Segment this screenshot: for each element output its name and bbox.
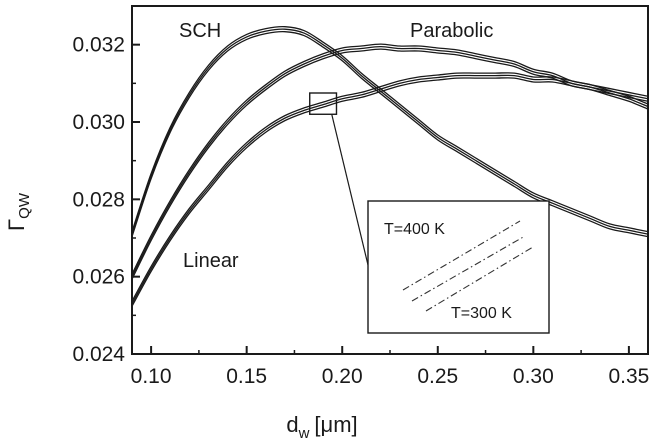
y-tick-label: 0.026 <box>72 266 125 289</box>
series-label-sch: SCH <box>179 20 221 42</box>
series-line-parabolic <box>132 45 648 277</box>
inset-box <box>367 200 550 334</box>
series-label-linear: Linear <box>183 250 239 272</box>
series-layer <box>132 25 648 307</box>
series-line-linear <box>132 72 648 302</box>
y-axis-title: ΓQW <box>4 192 33 231</box>
series-line-sch <box>132 28 648 235</box>
inset-label-400k: T=400 K <box>384 221 445 238</box>
y-tick-label: 0.030 <box>72 111 125 134</box>
series-line-parabolic <box>132 43 648 275</box>
x-tick-label: 0.30 <box>513 365 554 388</box>
y-tick-label: 0.024 <box>72 343 125 366</box>
y-tick-label: 0.032 <box>72 34 125 57</box>
y-tick-label: 0.028 <box>72 188 125 211</box>
zoom-region-box <box>309 92 338 115</box>
x-tick-label: 0.15 <box>226 365 267 388</box>
series-label-parabolic: Parabolic <box>410 20 493 42</box>
x-axis-title: dw [μm] <box>286 412 357 440</box>
series-line-sch <box>132 30 648 238</box>
x-tick-label: 0.20 <box>322 365 363 388</box>
inset-curve <box>425 246 534 312</box>
series-line-linear <box>132 77 648 307</box>
inset-label-300k: T=300 K <box>451 305 512 322</box>
series-line-parabolic <box>132 48 648 280</box>
series-line-sch <box>132 25 648 233</box>
zoom-connector-line <box>331 114 369 266</box>
x-tick-label: 0.35 <box>608 365 649 388</box>
x-tick-label: 0.25 <box>417 365 458 388</box>
x-tick-label: 0.10 <box>131 365 172 388</box>
series-line-linear <box>132 74 648 305</box>
axis-ticks: 0.10 0.15 0.20 0.25 0.30 0.35 0.024 0.026 0.028 0… <box>72 5 649 388</box>
inset: T=400 K T=300 K <box>309 92 550 334</box>
